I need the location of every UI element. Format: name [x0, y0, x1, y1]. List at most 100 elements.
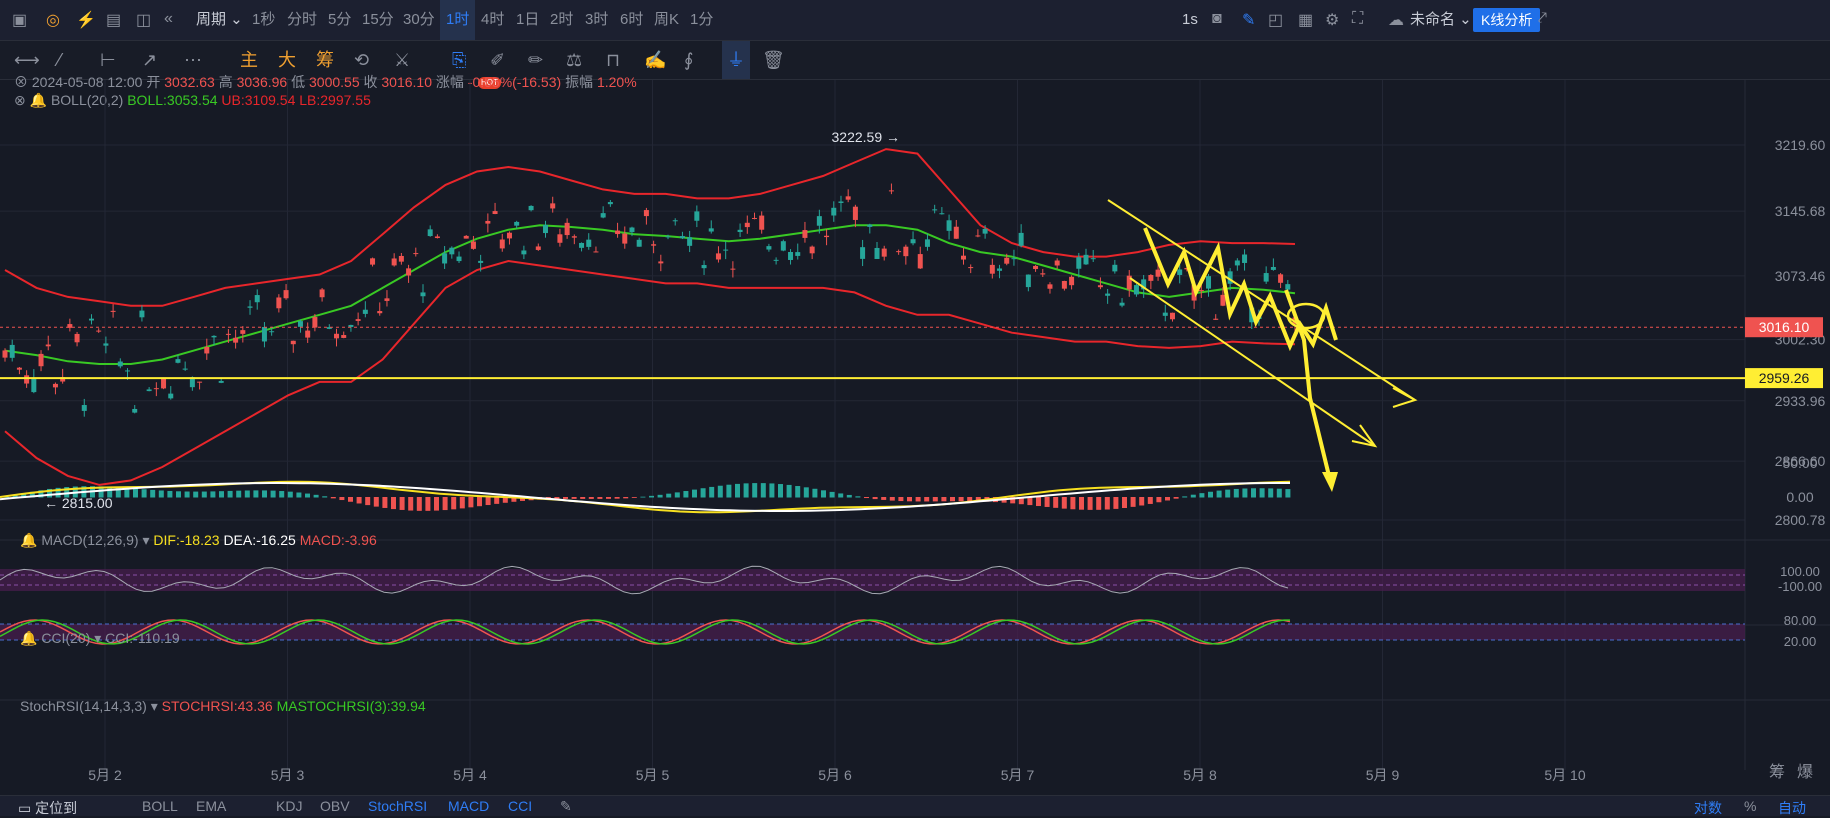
- brush-icon[interactable]: ✏: [528, 50, 544, 70]
- macd-hist-bar: [580, 497, 586, 499]
- filter-icon[interactable]: ⏚: [722, 41, 750, 79]
- interval-2h[interactable]: 2时: [550, 11, 574, 28]
- candle-body: [514, 221, 520, 226]
- indicator-obv[interactable]: OBV: [320, 798, 350, 814]
- ruler-icon[interactable]: ✐: [490, 50, 506, 70]
- macd-hist-bar: [244, 490, 250, 498]
- log-scale-toggle[interactable]: 对数: [1694, 800, 1722, 816]
- interval-1d[interactable]: 1日: [516, 11, 540, 28]
- marker-icon[interactable]: ⎘: [452, 50, 467, 70]
- macd-hist-bar: [752, 483, 758, 498]
- macd-hist-bar: [287, 491, 293, 498]
- auto-scale-toggle[interactable]: 自动: [1778, 800, 1806, 816]
- collapse-icon[interactable]: ⊗: [14, 92, 26, 108]
- layout-icon[interactable]: ◫: [136, 12, 152, 29]
- interval-15m[interactable]: 15分: [362, 11, 394, 28]
- bell-icon[interactable]: 🔔: [29, 92, 48, 108]
- cci-name[interactable]: CCI(20): [41, 630, 91, 646]
- sync-icon[interactable]: ⟲: [354, 50, 370, 70]
- more-tools-icon[interactable]: ⋯: [184, 50, 202, 70]
- magnet-icon[interactable]: ∮: [684, 50, 694, 70]
- signal-icon[interactable]: ⚔: [394, 50, 411, 70]
- gear-icon[interactable]: ⚙: [1325, 12, 1340, 29]
- trash-icon[interactable]: 🗑: [762, 50, 785, 70]
- candle-body: [946, 220, 952, 231]
- macd-hist-bar: [1070, 497, 1076, 510]
- pencil-icon[interactable]: ✎: [1242, 12, 1256, 29]
- k-analysis-button[interactable]: K线分析: [1473, 8, 1541, 32]
- candle-body: [939, 213, 945, 215]
- y-tick-label: 50.00: [1782, 455, 1817, 471]
- screenshot-icon[interactable]: ▦: [1298, 12, 1314, 29]
- interval-4h[interactable]: 4时: [481, 11, 505, 28]
- percent-toggle[interactable]: %: [1744, 798, 1757, 814]
- candle-body: [888, 190, 894, 192]
- collapse-icon[interactable]: ⊗: [14, 74, 28, 90]
- macd-hist-bar: [1242, 488, 1248, 498]
- speed-icon[interactable]: ◎: [46, 12, 60, 29]
- fullscreen-icon[interactable]: ⛶: [1352, 10, 1364, 27]
- interval-1min[interactable]: 1分: [690, 11, 714, 28]
- window-icon[interactable]: ◰: [1268, 12, 1284, 29]
- rewind-icon[interactable]: «: [164, 10, 173, 27]
- macd-name[interactable]: MACD(12,26,9): [41, 532, 139, 548]
- hline-tool-icon[interactable]: ⟷: [14, 50, 40, 70]
- interval-6h[interactable]: 6时: [620, 11, 644, 28]
- mastoch-value: MASTOCHRSI(3):39.94: [276, 698, 426, 714]
- bag-icon[interactable]: ⊓: [606, 50, 621, 70]
- share-icon[interactable]: ⤤: [1538, 10, 1548, 27]
- interval-week[interactable]: 周K: [654, 11, 680, 28]
- indicator-macd[interactable]: MACD: [448, 798, 490, 814]
- close-value: 3016.10: [381, 74, 432, 90]
- macd-hist-bar: [743, 483, 749, 498]
- crossline-tool-icon[interactable]: ⊢: [100, 50, 116, 70]
- indicator-cci[interactable]: CCI: [508, 798, 533, 814]
- interval-3h[interactable]: 3时: [585, 11, 609, 28]
- interval-30m[interactable]: 30分: [403, 11, 435, 28]
- calendar-icon[interactable]: ▤: [106, 12, 122, 29]
- chip-button[interactable]: 筹: [316, 50, 334, 70]
- candle-body: [881, 248, 887, 257]
- macd-hist-bar: [769, 483, 775, 498]
- candle-body: [615, 230, 621, 235]
- bell-icon[interactable]: 🔔: [20, 630, 38, 646]
- ray-tool-icon[interactable]: ↗: [142, 50, 158, 70]
- chevron-down-icon[interactable]: ▾: [150, 698, 158, 714]
- bell-icon[interactable]: 🔔: [20, 532, 38, 548]
- candle-body: [132, 408, 138, 413]
- chart-area[interactable]: 5月 2 5月 3 5月 4 5月 5 5月 6 5月 7 5月 8 5月 9 5月 10 321…: [0, 80, 1830, 795]
- indicator-boll[interactable]: BOLL: [142, 798, 178, 814]
- indicator-ema[interactable]: EMA: [196, 798, 227, 814]
- refresh-rate[interactable]: 1s: [1182, 11, 1198, 28]
- main-force-button[interactable]: 主: [240, 50, 258, 70]
- trendline-tool-icon[interactable]: ⁄: [58, 50, 62, 70]
- cloud-icon[interactable]: ☁: [1388, 12, 1404, 29]
- workspace-dropdown[interactable]: 未命名 ⌄: [1410, 11, 1472, 28]
- candle-body: [463, 235, 469, 239]
- interval-1h[interactable]: 1时: [440, 0, 476, 40]
- note-icon[interactable]: ✍: [644, 50, 667, 70]
- edit-icon[interactable]: ✎: [560, 798, 572, 814]
- candle-body: [1206, 276, 1212, 289]
- interval-5m[interactable]: 5分: [328, 11, 352, 28]
- chevron-down-icon[interactable]: ▾: [142, 532, 150, 548]
- interval-timeline[interactable]: 分时: [287, 11, 318, 28]
- macd-hist-bar: [253, 490, 259, 498]
- candle-body: [730, 268, 736, 270]
- flash-icon[interactable]: ⚡: [76, 12, 96, 29]
- big-order-button[interactable]: 大: [278, 50, 296, 70]
- compare-icon[interactable]: ⚖: [566, 50, 583, 70]
- candle-body: [348, 324, 354, 327]
- chevron-down-icon[interactable]: ▾: [94, 630, 102, 646]
- locate-button[interactable]: ▭ 定位到: [18, 800, 78, 816]
- mastochrsi-line: [0, 619, 1290, 645]
- chart-type-icon[interactable]: ▣: [12, 12, 28, 29]
- period-dropdown[interactable]: 周期 ⌄: [196, 11, 243, 28]
- macd-hist-bar: [692, 489, 697, 498]
- stoch-name[interactable]: StochRSI(14,14,3,3): [20, 698, 147, 714]
- indicator-kdj[interactable]: KDJ: [276, 798, 303, 814]
- candle-body: [989, 264, 995, 274]
- indicator-stochrsi[interactable]: StochRSI: [368, 798, 428, 814]
- interval-1s[interactable]: 1秒: [252, 11, 276, 28]
- camera-icon[interactable]: ◙: [1212, 10, 1222, 27]
